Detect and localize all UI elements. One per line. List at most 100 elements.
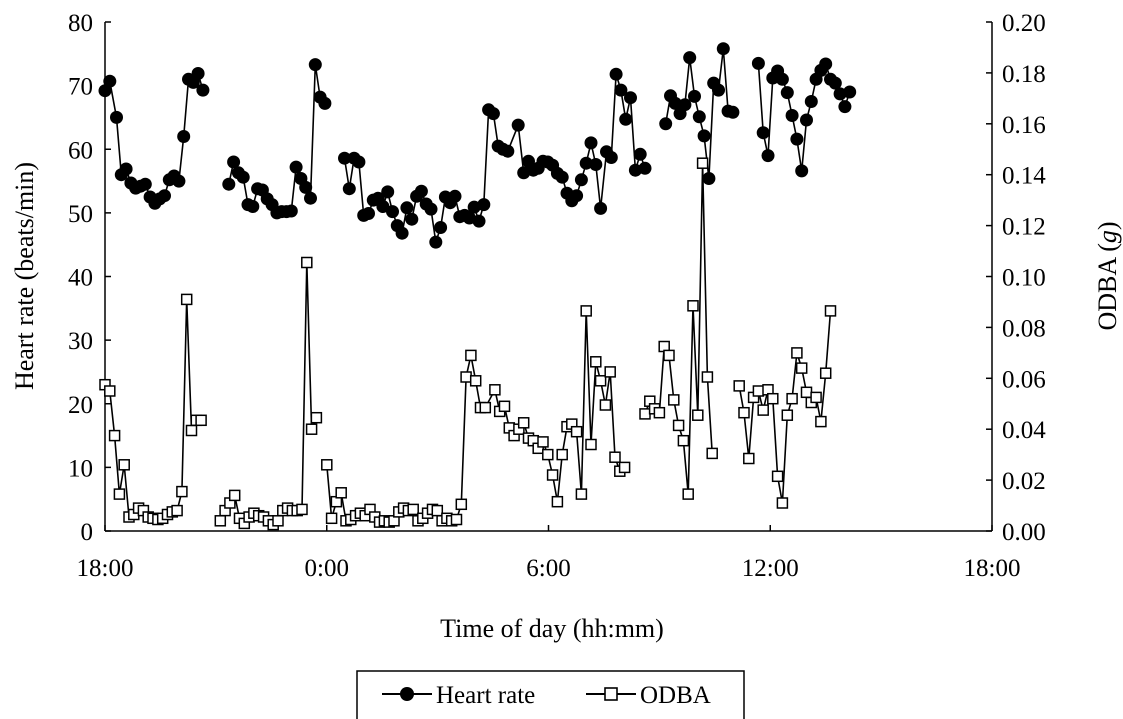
- series-odba: [99, 157, 837, 531]
- y-right-tick-label: 0.10: [1002, 265, 1046, 292]
- x-tick-label: 0:00: [305, 555, 349, 582]
- odba-point: [542, 448, 554, 461]
- heart-rate-point: [624, 91, 637, 105]
- heart-rate-point: [697, 129, 711, 143]
- heart-rate-point: [594, 201, 608, 215]
- heart-rate-point: [619, 112, 633, 126]
- heart-rate-point: [376, 200, 390, 213]
- odba-point: [653, 406, 666, 419]
- odba-point: [537, 436, 549, 448]
- y-right-tick-label: 0.12: [1002, 214, 1046, 241]
- heart-rate-point: [688, 89, 701, 103]
- odba-point: [517, 417, 530, 429]
- heart-rate-point: [604, 151, 618, 164]
- y-left-tick-label: 30: [68, 328, 93, 355]
- heart-rate-point: [843, 85, 857, 99]
- heart-rate-point: [589, 158, 603, 171]
- odba-point: [171, 504, 183, 517]
- y-right-tick-label: 0.00: [1002, 519, 1046, 546]
- plot-area: [98, 42, 857, 531]
- heart-rate-point: [614, 83, 628, 97]
- heart-rate-point: [246, 200, 260, 213]
- heart-rate-point: [790, 132, 804, 146]
- odba-point: [272, 515, 284, 527]
- odba-point: [663, 349, 675, 362]
- y-axis-left-title: Heart rate (beats/min): [10, 162, 39, 390]
- odba-point: [180, 293, 193, 306]
- heart-rate-point: [405, 212, 419, 226]
- y-left-tick-label: 60: [68, 137, 93, 164]
- heart-rate-point: [395, 226, 409, 240]
- odba-point: [185, 424, 198, 437]
- y-right-tick-label: 0.08: [1002, 315, 1046, 342]
- heart-rate-point: [222, 177, 236, 191]
- heart-rate-point: [668, 96, 682, 110]
- odba-point: [301, 256, 313, 269]
- heart-rate-point: [472, 214, 486, 228]
- heart-rate-point: [486, 107, 500, 121]
- legend: Heart rate ODBA: [356, 670, 745, 719]
- heart-rate-point: [318, 96, 332, 110]
- heart-rate-point: [477, 198, 491, 212]
- odba-point: [570, 425, 583, 438]
- odba-point: [113, 488, 126, 500]
- odba-point: [551, 495, 564, 508]
- y-axis-right-title-prefix: ODBA (: [1093, 243, 1122, 330]
- heart-rate-point: [638, 161, 652, 175]
- heart-rate-point: [838, 100, 852, 114]
- heart-rate-point: [386, 205, 399, 219]
- odba-point: [692, 409, 704, 421]
- heart-rate-point: [584, 136, 598, 150]
- heart-rate-point: [304, 191, 317, 205]
- heart-rate-point: [756, 126, 770, 140]
- heart-rate-point: [501, 144, 515, 158]
- y-right-tick-label: 0.02: [1002, 468, 1046, 495]
- heart-rate-point: [362, 207, 375, 220]
- x-axis-title: Time of day (hh:mm): [440, 614, 664, 643]
- heart-rate-point: [429, 235, 443, 249]
- odba-point: [104, 385, 116, 397]
- odba-point: [599, 399, 612, 411]
- heart-rate-point: [570, 189, 584, 203]
- legend-odba-marker: [604, 687, 618, 701]
- y-right-tick-label: 0.20: [1002, 10, 1046, 37]
- y-axis-right-title-unit: g: [1093, 230, 1122, 243]
- odba-point: [585, 438, 597, 451]
- heart-rate-point: [196, 83, 210, 97]
- odba-point: [575, 488, 588, 500]
- heart-rate-point: [751, 56, 765, 70]
- odba-point: [795, 362, 808, 374]
- odba-point: [687, 300, 699, 312]
- x-tick-label: 18:00: [964, 555, 1021, 582]
- odba-point: [791, 347, 803, 359]
- heart-rate-point: [414, 184, 428, 198]
- odba-point: [498, 400, 511, 413]
- odba-point: [580, 305, 592, 317]
- y-left-tick-label: 40: [68, 265, 93, 292]
- odba-point: [609, 451, 621, 463]
- heart-rate-point: [555, 170, 569, 184]
- heart-rate-point: [172, 174, 186, 188]
- heart-rate-point: [579, 156, 593, 170]
- y-left-tick-label: 10: [68, 455, 93, 482]
- heart-rate-point: [448, 189, 462, 203]
- odba-point: [118, 459, 130, 471]
- heart-rate-point: [352, 155, 366, 169]
- legend-heart-rate-marker: [400, 687, 414, 701]
- heart-rate-point: [795, 164, 809, 178]
- odba-point: [590, 356, 602, 368]
- heart-rate-point: [712, 83, 725, 97]
- odba-point: [176, 485, 188, 498]
- heart-rate-point: [158, 189, 171, 203]
- heart-rate-point: [804, 95, 818, 108]
- heart-rate-point: [103, 74, 117, 88]
- odba-point: [465, 349, 477, 362]
- odba-point: [310, 411, 323, 424]
- odba-point: [618, 461, 631, 474]
- odba-point: [321, 459, 333, 471]
- y-right-tick-label: 0.04: [1002, 417, 1046, 444]
- legend-odba-label: ODBA: [640, 682, 711, 709]
- odba-point: [335, 487, 347, 499]
- odba-point: [752, 385, 765, 397]
